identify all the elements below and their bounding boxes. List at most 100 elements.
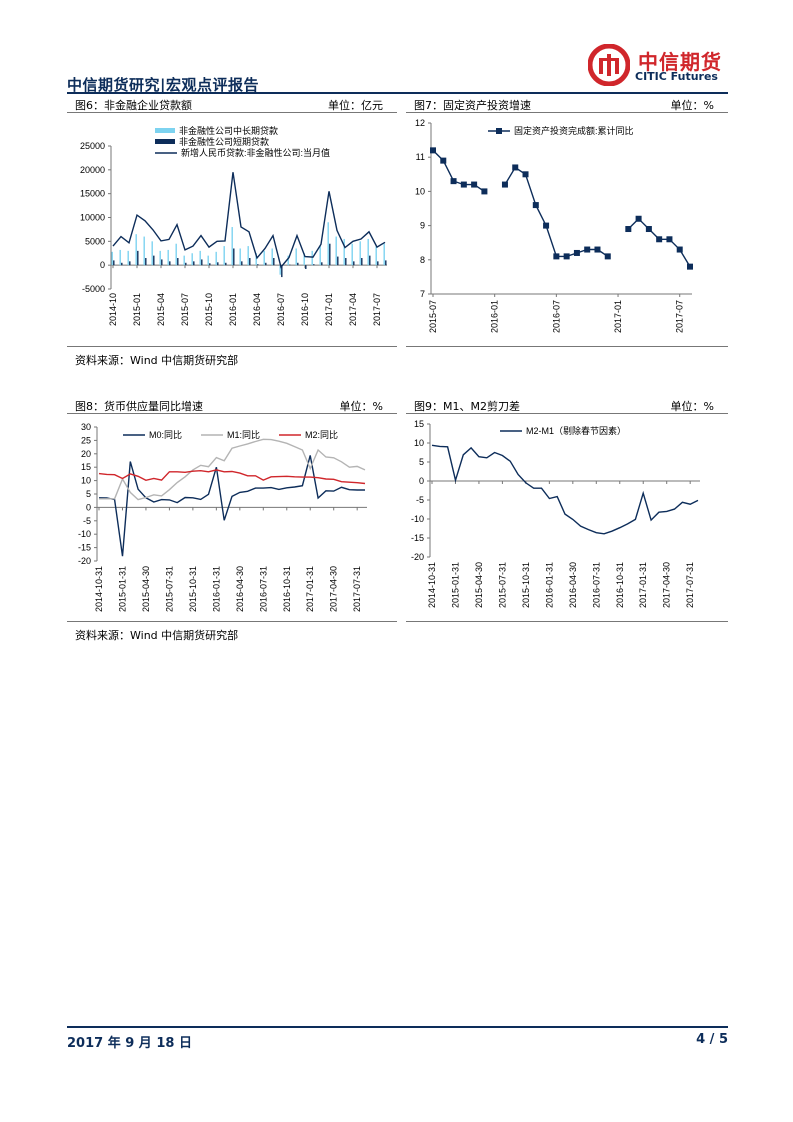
x-tick-label: 2016-01 bbox=[228, 293, 238, 326]
x-tick-label: 2017-01-31 bbox=[638, 562, 648, 608]
fig6-title: 图6：非金融企业贷款额 bbox=[75, 97, 192, 113]
bar bbox=[177, 258, 178, 265]
legend-label: 固定资产投资完成额:累计同比 bbox=[514, 125, 634, 136]
x-tick-label: 2017-04-30 bbox=[329, 566, 339, 612]
bar bbox=[136, 234, 137, 265]
x-tick-label: 2017-01 bbox=[324, 293, 334, 326]
legend-label: M2:同比 bbox=[305, 429, 338, 440]
x-tick-label: 2015-04-30 bbox=[474, 562, 484, 608]
x-tick-label: 2016-10 bbox=[300, 293, 310, 326]
bar bbox=[328, 222, 329, 265]
y-tick-label: -10 bbox=[78, 529, 91, 539]
data-point bbox=[594, 247, 600, 253]
logo-english-text: CITIC Futures bbox=[635, 70, 718, 83]
x-tick-label: 2015-07-31 bbox=[497, 562, 507, 608]
x-tick-label: 2016-10-31 bbox=[615, 562, 625, 608]
x-tick-label: 2015-10-31 bbox=[521, 562, 531, 608]
y-tick-label: 10 bbox=[414, 438, 424, 448]
series-line-2 bbox=[99, 470, 365, 484]
x-tick-label: 2016-07-31 bbox=[258, 566, 268, 612]
data-point bbox=[677, 247, 683, 253]
bar bbox=[193, 261, 194, 265]
bar bbox=[353, 261, 354, 265]
x-tick-label: 2016-01-31 bbox=[211, 566, 221, 612]
y-tick-label: -10 bbox=[411, 514, 424, 524]
x-tick-label: 2015-01-31 bbox=[450, 562, 460, 608]
bar bbox=[169, 261, 170, 265]
y-tick-label: 10 bbox=[415, 186, 425, 196]
bar bbox=[224, 246, 225, 265]
bar bbox=[112, 252, 113, 265]
fig7-header: 图7：固定资产投资增速 单位：% bbox=[406, 95, 728, 111]
y-tick-label: -5 bbox=[416, 495, 424, 505]
fig8-title: 图8：货币供应量同比增速 bbox=[75, 398, 203, 414]
citic-logo: 中信期货 CITIC Futures bbox=[588, 44, 728, 88]
y-tick-label: 20000 bbox=[80, 165, 105, 175]
y-tick-label: -5 bbox=[83, 516, 91, 526]
fig9-header: 图9：M1、M2剪刀差 单位：% bbox=[406, 396, 728, 412]
page-number: 4 / 5 bbox=[696, 1032, 728, 1047]
bar bbox=[360, 241, 361, 265]
x-tick-label: 2016-07 bbox=[276, 293, 286, 326]
data-point bbox=[584, 247, 590, 253]
y-tick-label: -20 bbox=[411, 552, 424, 562]
bar bbox=[233, 248, 234, 265]
fig6-header: 图6：非金融企业贷款额 单位：亿元 bbox=[67, 95, 397, 111]
bar bbox=[305, 265, 306, 269]
bar bbox=[345, 258, 346, 265]
y-tick-label: 20 bbox=[81, 449, 91, 459]
bar bbox=[185, 263, 186, 265]
fig7-chart: 1211109872015-07 2016-01 2016-07 2017-01 201… bbox=[406, 113, 728, 345]
bar bbox=[336, 237, 337, 266]
bar bbox=[337, 257, 338, 266]
x-tick-label: 2015-10-31 bbox=[188, 566, 198, 612]
bar bbox=[329, 244, 330, 265]
bar bbox=[209, 263, 210, 265]
x-tick-label: 2016-07 bbox=[551, 300, 561, 333]
y-tick-label: 10000 bbox=[80, 213, 105, 223]
x-tick-label: 2017-07-31 bbox=[685, 562, 695, 608]
series-line-0 bbox=[433, 150, 690, 266]
data-point bbox=[656, 236, 662, 242]
bar bbox=[129, 261, 130, 265]
bar bbox=[369, 256, 370, 266]
row1-bottom-rule-left bbox=[67, 346, 397, 347]
y-tick-label: 0 bbox=[86, 502, 91, 512]
y-tick-label: -20 bbox=[78, 556, 91, 566]
bar bbox=[313, 264, 314, 265]
legend-label: M1:同比 bbox=[227, 429, 260, 440]
series-line-0 bbox=[432, 445, 698, 534]
y-tick-label: 5000 bbox=[85, 236, 105, 246]
bar bbox=[312, 251, 313, 265]
y-tick-label: 10 bbox=[81, 476, 91, 486]
bar bbox=[144, 237, 145, 266]
data-point bbox=[461, 182, 467, 188]
data-point bbox=[636, 216, 642, 222]
x-tick-label: 2017-07 bbox=[675, 300, 685, 333]
bar bbox=[216, 252, 217, 265]
y-tick-label: 25000 bbox=[80, 141, 105, 151]
bar bbox=[137, 251, 138, 265]
x-tick-label: 2015-07 bbox=[180, 293, 190, 326]
fig9-unit: 单位：% bbox=[671, 398, 714, 414]
x-tick-label: 2017-04 bbox=[348, 293, 358, 326]
bar bbox=[161, 259, 162, 265]
bar bbox=[208, 256, 209, 266]
fig7-unit: 单位：% bbox=[671, 97, 714, 113]
x-tick-label: 2016-01 bbox=[490, 300, 500, 333]
bar bbox=[240, 248, 241, 265]
data-point bbox=[502, 182, 508, 188]
row2-bottom-rule-right bbox=[406, 621, 728, 622]
fig8-unit: 单位：% bbox=[340, 398, 383, 414]
data-point bbox=[666, 236, 672, 242]
bar bbox=[272, 248, 273, 265]
bar bbox=[232, 227, 233, 265]
fig6-unit: 单位：亿元 bbox=[328, 97, 383, 113]
y-tick-label: 9 bbox=[420, 221, 425, 231]
bar bbox=[344, 239, 345, 265]
y-tick-label: -5000 bbox=[82, 284, 105, 294]
bar bbox=[385, 260, 386, 265]
fig6-chart: 2500020000150001000050000-50002014-10 201… bbox=[67, 113, 397, 345]
bar bbox=[113, 260, 114, 265]
x-tick-label: 2016-04-30 bbox=[235, 566, 245, 612]
